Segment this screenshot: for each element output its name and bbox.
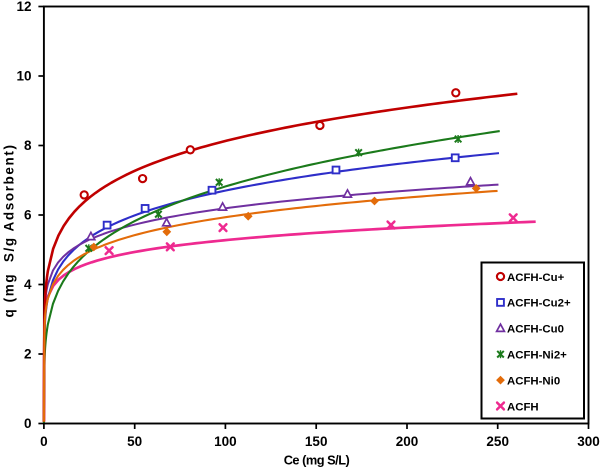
svg-text:250: 250 xyxy=(486,434,509,449)
svg-text:150: 150 xyxy=(305,434,328,449)
svg-text:6: 6 xyxy=(24,208,32,223)
svg-text:12: 12 xyxy=(16,0,31,14)
svg-text:100: 100 xyxy=(214,434,237,449)
svg-text:10: 10 xyxy=(16,69,31,84)
svg-text:200: 200 xyxy=(396,434,419,449)
svg-text:0: 0 xyxy=(24,416,32,431)
svg-text:8: 8 xyxy=(24,138,32,153)
svg-text:ACFH-Cu0: ACFH-Cu0 xyxy=(507,324,564,336)
svg-text:ACFH-Cu2+: ACFH-Cu2+ xyxy=(507,298,571,310)
svg-text:q (mg S/g Adsorbent): q (mg S/g Adsorbent) xyxy=(2,143,17,317)
svg-text:50: 50 xyxy=(127,434,142,449)
svg-text:2: 2 xyxy=(24,347,32,362)
svg-text:300: 300 xyxy=(577,434,600,449)
svg-text:Ce (mg S/L): Ce (mg S/L) xyxy=(284,453,350,468)
svg-text:0: 0 xyxy=(40,434,48,449)
svg-text:ACFH-Ni2+: ACFH-Ni2+ xyxy=(507,350,567,362)
svg-text:ACFH-Ni0: ACFH-Ni0 xyxy=(507,375,560,387)
svg-text:ACFH: ACFH xyxy=(507,401,539,413)
svg-text:4: 4 xyxy=(24,277,32,292)
svg-text:ACFH-Cu+: ACFH-Cu+ xyxy=(507,272,565,284)
